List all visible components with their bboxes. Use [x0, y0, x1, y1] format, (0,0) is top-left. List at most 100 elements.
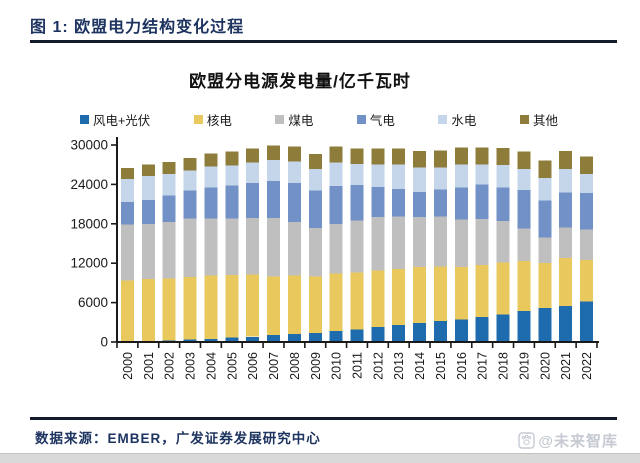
- stacked-bar: [225, 151, 239, 342]
- bar-segment: [371, 270, 385, 327]
- stacked-bar: [559, 151, 573, 342]
- bottom-divider: [30, 417, 617, 420]
- x-axis-label: 2006: [246, 352, 260, 380]
- bar-segment: [433, 320, 447, 342]
- bar-segment: [454, 147, 468, 165]
- bar-segment: [580, 259, 594, 302]
- stacked-bar: [538, 160, 552, 342]
- bar-segment: [329, 273, 343, 331]
- y-axis-label: 30000: [70, 138, 108, 153]
- bar-segment: [246, 162, 260, 184]
- bar-segment: [580, 156, 594, 174]
- legend-swatch-icon: [193, 115, 203, 124]
- bar-segment: [350, 329, 364, 342]
- page-bottom-strip: [0, 453, 640, 463]
- stacked-bar: [183, 157, 197, 342]
- stacked-bar: [308, 153, 322, 342]
- stacked-bar: [413, 151, 427, 342]
- bar-segment: [120, 224, 134, 281]
- bar-segment: [475, 184, 489, 220]
- bar-segment: [454, 187, 468, 220]
- bar-segment: [225, 275, 239, 338]
- bar-segment: [496, 147, 510, 166]
- bar-segment: [392, 148, 406, 165]
- bar-segment: [267, 180, 281, 219]
- chart-legend: 风电+光伏 核电 煤电 气电 水电 其他: [80, 110, 558, 129]
- x-axis-label: 2022: [580, 352, 594, 380]
- bar-segment: [517, 228, 531, 261]
- bar-segment: [496, 165, 510, 188]
- x-axis-label: 2007: [267, 352, 281, 380]
- bar-segment: [329, 162, 343, 187]
- bar-segment: [517, 260, 531, 312]
- legend-label: 其他: [532, 114, 558, 128]
- bar-segment: [308, 190, 322, 229]
- watermark: @未来智库: [518, 430, 618, 451]
- bar-segment: [162, 173, 176, 196]
- bar-segment: [454, 219, 468, 267]
- legend-item-6: 其他: [519, 110, 558, 129]
- bar-segment: [204, 166, 218, 188]
- bar-segment: [580, 301, 594, 342]
- bar-segment: [267, 218, 281, 277]
- legend-label: 风电+光伏: [93, 114, 151, 128]
- x-axis-label: 2021: [559, 352, 573, 380]
- stacked-bar: [475, 147, 489, 342]
- bar-segment: [162, 278, 176, 341]
- x-axis-label: 2005: [225, 352, 239, 380]
- bar-segment: [517, 189, 531, 229]
- bar-segment: [496, 221, 510, 263]
- bar-segment: [538, 262, 552, 308]
- bar-segment: [538, 177, 552, 201]
- stacked-bar: [454, 147, 468, 342]
- bar-segment: [204, 339, 218, 343]
- bar-segment: [538, 307, 552, 342]
- legend-swatch-icon: [519, 115, 529, 124]
- chart-title: 欧盟分电源发电量/亿千瓦时: [189, 72, 411, 91]
- top-divider: [30, 40, 617, 43]
- bar-segment: [287, 183, 301, 222]
- bar-segment: [204, 153, 218, 167]
- bar-segment: [141, 175, 155, 201]
- bar-segment: [371, 187, 385, 218]
- bar-segment: [454, 266, 468, 320]
- bar-segment: [183, 190, 197, 219]
- y-axis-label: 6000: [78, 295, 108, 310]
- y-axis-label: 18000: [70, 216, 108, 231]
- bar-segment: [496, 187, 510, 222]
- bar-segment: [141, 279, 155, 342]
- bar-segment: [329, 224, 343, 274]
- x-axis-label: 2002: [163, 352, 177, 380]
- bar-segment: [308, 228, 322, 277]
- legend-label: 气电: [369, 114, 395, 128]
- bar-segment: [454, 319, 468, 342]
- bar-segment: [308, 276, 322, 333]
- bar-segment: [475, 219, 489, 266]
- bar-segment: [120, 280, 134, 342]
- bar-segment: [120, 179, 134, 203]
- bar-segment: [559, 305, 573, 342]
- bar-segment: [350, 220, 364, 273]
- bar-segment: [287, 146, 301, 162]
- bar-segment: [204, 218, 218, 276]
- bar-segment: [433, 216, 447, 267]
- bar-segment: [350, 185, 364, 221]
- bar-segment: [246, 148, 260, 163]
- x-axis-label: 2017: [476, 352, 490, 380]
- bar-segment: [308, 153, 322, 169]
- stacked-bar: [204, 153, 218, 343]
- x-axis-label: 2018: [497, 352, 511, 380]
- x-axis-label: 2014: [413, 352, 427, 380]
- bar-segment: [267, 145, 281, 161]
- bar-segment: [413, 167, 427, 192]
- bar-segment: [246, 217, 260, 275]
- stacked-bar: [580, 156, 594, 342]
- bar-segment: [559, 192, 573, 228]
- bar-segment: [392, 269, 406, 325]
- bar-segment: [559, 227, 573, 258]
- bar-segment: [496, 262, 510, 315]
- bar-segment: [246, 336, 260, 342]
- bar-segment: [433, 150, 447, 168]
- bar-segment: [141, 223, 155, 280]
